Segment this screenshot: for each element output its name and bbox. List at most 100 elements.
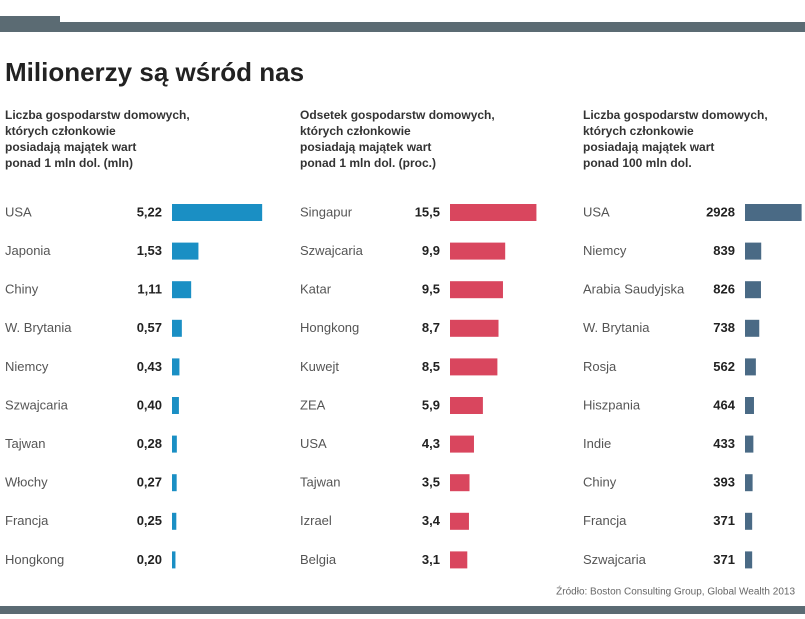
category-label: Izrael [300,513,332,528]
category-label: Tajwan [300,475,340,490]
value-label: 0,27 [137,475,162,490]
bar [745,435,754,453]
value-label: 1,53 [137,243,162,258]
panel-subtitle: Odsetek gospodarstw domowych, [300,108,495,122]
category-label: Belgia [300,552,337,567]
panel-subtitle: których członkowie [300,124,411,138]
category-label: Hongkong [300,320,359,335]
bar [172,397,179,414]
value-label: 371 [713,513,735,528]
value-label: 0,20 [137,552,162,567]
category-label: Włochy [5,475,48,490]
category-label: Francja [583,513,627,528]
bar [450,242,506,260]
category-label: Tajwan [5,436,45,451]
value-label: 8,7 [422,320,440,335]
bar [450,551,468,569]
bar [450,512,469,530]
bar [172,281,192,299]
value-label: 3,1 [422,552,440,567]
panel-subtitle: posiadają majątek wart [583,140,714,154]
bar [450,358,498,376]
bar [745,242,762,260]
value-label: 0,25 [137,513,162,528]
category-label: Francja [5,513,49,528]
value-label: 0,40 [137,397,162,412]
panel-subtitle: ponad 1 mln dol. (proc.) [300,156,436,170]
value-label: 15,5 [415,204,440,219]
value-label: 4,3 [422,436,440,451]
category-label: Indie [583,436,611,451]
bar [172,242,199,260]
bar [450,435,474,453]
category-label: Hiszpania [583,397,641,412]
value-label: 0,28 [137,436,162,451]
bar [450,474,470,492]
panel-subtitle: posiadają majątek wart [5,140,136,154]
value-label: 8,5 [422,359,440,374]
bar [745,551,753,569]
panel-subtitle: posiadają majątek wart [300,140,431,154]
bottom-rule [0,606,805,614]
bar [172,512,177,530]
bar [172,474,177,492]
value-label: 839 [713,243,735,258]
value-label: 464 [713,397,735,412]
bar [172,551,176,569]
bar [450,204,537,221]
category-label: Arabia Saudyjska [583,282,685,297]
bar [450,397,483,414]
category-label: Hongkong [5,552,64,567]
category-label: Szwajcaria [300,243,364,258]
panel-subtitle: których członkowie [5,124,116,138]
top-tab [0,16,60,32]
value-label: 1,11 [137,282,162,297]
category-label: W. Brytania [5,320,72,335]
value-label: 738 [713,320,735,335]
value-label: 5,9 [422,397,440,412]
bar [745,512,753,530]
category-label: ZEA [300,397,326,412]
value-label: 393 [713,475,735,490]
category-label: Niemcy [5,359,49,374]
category-label: Szwajcaria [583,552,647,567]
panel-subtitle: Liczba gospodarstw domowych, [5,108,190,122]
panel-subtitle: Liczba gospodarstw domowych, [583,108,768,122]
value-label: 433 [713,436,735,451]
bar [745,397,754,414]
category-label: Japonia [5,243,51,258]
value-label: 562 [713,359,735,374]
category-label: Niemcy [583,243,627,258]
category-label: Chiny [583,475,617,490]
bar [450,319,499,337]
category-label: Chiny [5,282,39,297]
bar [172,358,180,376]
bar [450,281,503,299]
value-label: 0,43 [137,359,162,374]
bar [745,281,761,299]
category-label: Szwajcaria [5,397,69,412]
value-label: 826 [713,282,735,297]
value-label: 9,9 [422,243,440,258]
top-rule [0,22,805,32]
category-label: W. Brytania [583,320,650,335]
category-label: Kuwejt [300,359,339,374]
value-label: 5,22 [137,204,162,219]
value-label: 9,5 [422,282,440,297]
value-label: 371 [713,552,735,567]
bar [172,204,263,221]
source: Źródło: Boston Consulting Group, Global … [556,585,795,598]
title: Milionerzy są wśród nas [5,57,304,87]
bar [172,319,182,337]
category-label: Katar [300,282,332,297]
value-label: 3,5 [422,475,440,490]
category-label: USA [300,436,327,451]
bar [745,474,753,492]
value-label: 3,4 [422,513,441,528]
bar [745,204,802,221]
panel-subtitle: ponad 1 mln dol. (mln) [5,156,133,170]
value-label: 2928 [706,204,735,219]
panel-subtitle: ponad 100 mln dol. [583,156,692,170]
panel-subtitle: których członkowie [583,124,694,138]
